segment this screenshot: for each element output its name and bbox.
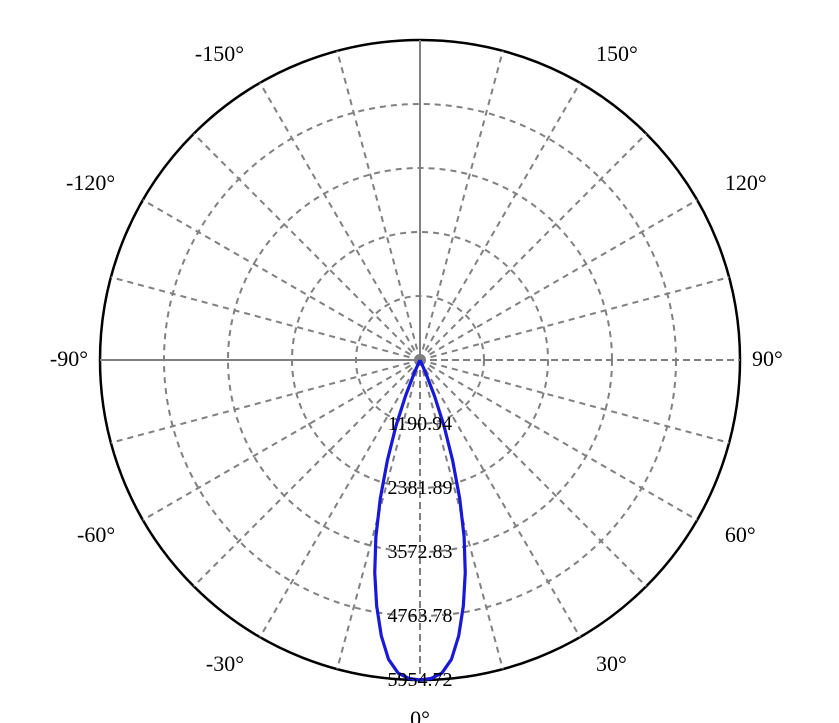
radial-tick-label: 5954.72: [388, 669, 453, 691]
radial-tick-label: 1190.94: [388, 413, 452, 435]
angle-label: 120°: [725, 170, 767, 195]
angle-label: ±180°: [393, 0, 447, 5]
polar-chart: 1190.94 2381.89 3572.83 4763.78 5954.72 0° 30°…: [0, 0, 839, 723]
angle-label: 150°: [596, 41, 638, 66]
radial-tick-label: 3572.83: [388, 541, 453, 563]
radial-tick-label: 2381.89: [388, 477, 453, 499]
angle-label: -30°: [206, 651, 244, 676]
angle-label: 30°: [596, 651, 627, 676]
angle-label: 0°: [410, 706, 430, 723]
angle-label: 60°: [725, 522, 756, 547]
angle-label: -120°: [66, 170, 115, 195]
angle-label: -150°: [195, 41, 244, 66]
radial-tick-label: 4763.78: [388, 605, 453, 627]
angle-label: -60°: [77, 522, 115, 547]
angle-label: -90°: [50, 346, 88, 371]
angle-label: 90°: [752, 346, 783, 371]
